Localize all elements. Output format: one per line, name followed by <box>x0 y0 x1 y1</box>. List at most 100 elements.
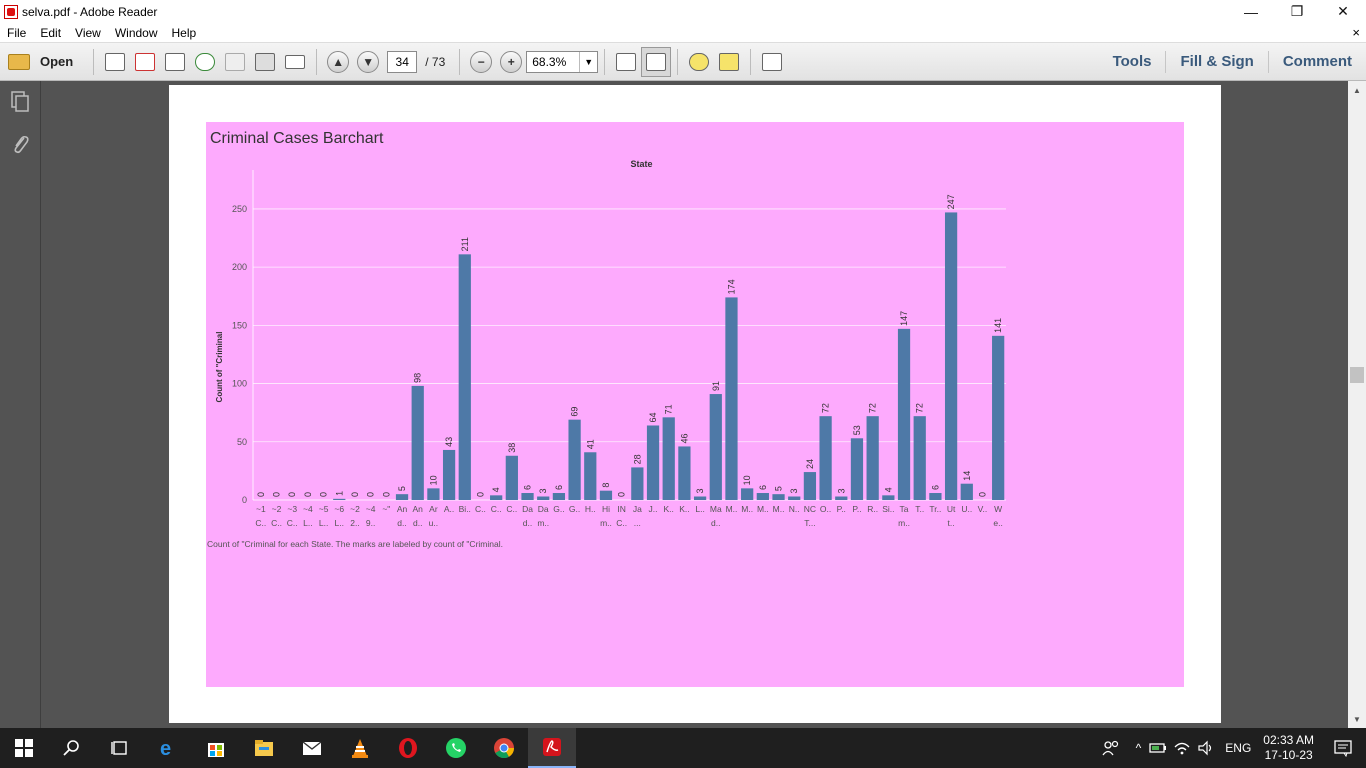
menu-window[interactable]: Window <box>114 25 158 40</box>
notifications-icon[interactable] <box>1334 739 1352 757</box>
bar <box>709 394 722 500</box>
data-label: 0 <box>256 492 266 497</box>
data-label: 98 <box>413 373 423 383</box>
chevron-up-icon[interactable]: ^ <box>1135 741 1142 755</box>
restore-button[interactable]: ❐ <box>1290 3 1304 19</box>
chevron-down-icon[interactable]: ▼ <box>579 51 597 72</box>
taskbar-opera[interactable] <box>384 728 432 768</box>
create-pdf-button[interactable] <box>100 47 130 77</box>
task-view-button[interactable] <box>96 728 144 768</box>
close-document-icon[interactable]: × <box>1352 25 1360 40</box>
fit-width-button[interactable] <box>611 47 641 77</box>
taskbar-store[interactable] <box>192 728 240 768</box>
x-tick-label: Ar <box>429 504 438 514</box>
y-tick-label: 250 <box>232 204 247 214</box>
minimize-button[interactable]: — <box>1244 3 1258 20</box>
x-tick-label: ~" <box>382 504 390 514</box>
taskbar-whatsapp[interactable] <box>432 728 480 768</box>
chart-caption: Count of "Criminal for each State. The m… <box>207 539 503 549</box>
taskbar-chrome[interactable] <box>480 728 528 768</box>
data-label: 1 <box>334 491 344 496</box>
language-indicator[interactable]: ENG <box>1225 741 1252 755</box>
next-page-button[interactable]: ▼ <box>353 47 383 77</box>
bar <box>442 449 456 500</box>
taskbar-file-explorer[interactable] <box>240 728 288 768</box>
previous-page-button[interactable]: ▲ <box>323 47 353 77</box>
people-icon[interactable] <box>1102 739 1120 757</box>
search-button[interactable] <box>48 728 96 768</box>
menu-edit[interactable]: Edit <box>40 25 62 40</box>
plus-icon: + <box>500 50 523 73</box>
sticky-note-button[interactable] <box>684 47 714 77</box>
taskbar-vlc[interactable] <box>336 728 384 768</box>
save-button[interactable] <box>220 47 250 77</box>
window-controls: — ❐ ✕ <box>1228 0 1366 23</box>
clock[interactable]: 02:33 AM 17-10-23 <box>1263 733 1314 763</box>
taskbar-mail[interactable] <box>288 728 336 768</box>
email-button[interactable] <box>280 47 310 77</box>
menu-file[interactable]: File <box>7 25 27 40</box>
bar <box>552 493 566 500</box>
attachments-paperclip-icon[interactable] <box>10 133 30 155</box>
task-pane-links: Tools Fill & Sign Comment <box>1099 43 1366 81</box>
battery-icon[interactable] <box>1149 741 1167 755</box>
zoom-select[interactable]: 68.3% ▼ <box>526 50 599 73</box>
speaker-icon[interactable] <box>1197 740 1215 756</box>
svg-text:e: e <box>160 738 171 759</box>
x-tick-label: M.. <box>773 504 785 514</box>
fill-sign-link[interactable]: Fill & Sign <box>1165 51 1267 73</box>
adobe-reader-icon <box>4 4 18 19</box>
close-button[interactable]: ✕ <box>1337 3 1349 19</box>
toolbar-separator <box>677 48 679 75</box>
start-button[interactable] <box>0 728 48 768</box>
taskbar-edge[interactable]: e <box>144 728 192 768</box>
toolbar-separator <box>459 48 461 75</box>
taskbar-adobe-reader[interactable] <box>528 728 576 768</box>
x-tick-label: An <box>397 504 408 514</box>
vlc-cone-icon <box>352 739 368 758</box>
envelope-icon <box>285 54 306 69</box>
highlight-button[interactable] <box>714 47 744 77</box>
scrollbar-thumb[interactable] <box>1350 367 1364 383</box>
x-tick-label: ~2 <box>272 504 282 514</box>
page-thumbnails-icon[interactable] <box>10 91 30 113</box>
upload-button[interactable] <box>190 47 220 77</box>
wifi-icon[interactable] <box>1173 740 1191 756</box>
x-tick-label: O.. <box>820 504 831 514</box>
expand-icon <box>762 52 783 71</box>
print-button[interactable] <box>250 47 280 77</box>
x-tick-label: u.. <box>429 518 438 528</box>
x-tick-label: NC <box>804 504 816 514</box>
bar <box>646 425 660 500</box>
bar <box>725 297 738 500</box>
x-tick-label: t.. <box>948 518 955 528</box>
x-tick-label: Da <box>522 504 533 514</box>
vertical-scrollbar[interactable]: ▲ ▼ <box>1348 81 1366 728</box>
bar <box>395 494 409 500</box>
x-tick-label: L.. <box>695 504 704 514</box>
open-button[interactable]: Open <box>8 53 73 70</box>
zoom-out-button[interactable]: − <box>466 47 496 77</box>
menu-help[interactable]: Help <box>171 25 197 40</box>
full-screen-button[interactable] <box>757 47 787 77</box>
document-viewport: Criminal Cases Barchart State Count of "C… <box>41 81 1348 728</box>
menu-bar: File Edit View Window Help × <box>0 23 1366 43</box>
edit-pdf-button[interactable] <box>160 47 190 77</box>
scroll-up-arrow-icon[interactable]: ▲ <box>1353 85 1361 95</box>
data-label: 0 <box>272 492 282 497</box>
scroll-down-arrow-icon[interactable]: ▼ <box>1353 714 1361 724</box>
windows-taskbar: e ^ ENG 02:33 AM 17-10-23 <box>0 728 1366 768</box>
data-label: 247 <box>946 194 956 209</box>
comment-link[interactable]: Comment <box>1267 51 1366 73</box>
combine-files-button[interactable] <box>130 47 160 77</box>
page-number-input[interactable]: 34 <box>387 50 418 73</box>
zoom-in-button[interactable]: + <box>496 47 526 77</box>
bar <box>631 467 644 500</box>
fit-page-button[interactable] <box>641 46 672 77</box>
x-tick-label: M.. <box>757 504 769 514</box>
highlighter-icon <box>719 52 740 71</box>
folder-icon <box>8 53 30 70</box>
menu-view[interactable]: View <box>75 25 101 40</box>
tools-link[interactable]: Tools <box>1112 53 1152 70</box>
opera-icon <box>399 738 417 758</box>
